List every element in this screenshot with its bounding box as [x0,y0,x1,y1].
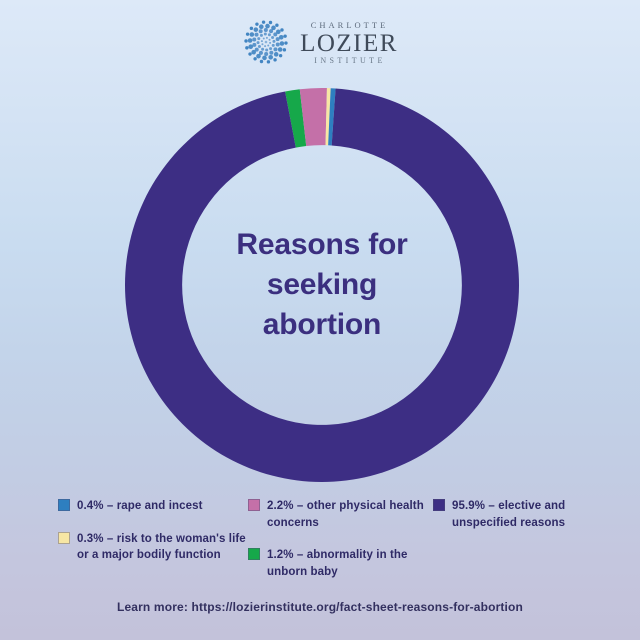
donut-slice [325,88,331,146]
donut-chart: Reasons for seeking abortion [125,88,519,482]
legend-label-other-physical-health: 2.2% – other physical health concerns [267,500,424,529]
legend-swatch-other-physical-health [248,499,260,511]
brand-main-line: LOZIER [300,30,398,58]
legend-swatch-womans-life-risk [58,531,70,544]
legend-item-rape-and-incest: 0.4% – rape and incest [58,498,248,515]
brand-bottom-line: INSTITUTE [314,56,386,66]
donut-slice [125,88,519,482]
legend-swatch-rape-and-incest [58,499,70,511]
legend-label-abnormality-unborn-baby: 1.2% – abnormality in the unborn baby [267,549,408,579]
brand-logo: CHARLOTTE LOZIER INSTITUTE [0,14,640,70]
legend-item-elective-unspecified: 95.9% – elective and unspecified reasons [433,498,588,531]
legend-column-3: 95.9% – elective and unspecified reasons [433,498,588,581]
legend-column-2: 2.2% – other physical health concerns 1.… [248,498,433,581]
legend-column-1: 0.4% – rape and incest 0.3% – risk to th… [58,498,248,581]
legend-swatch-elective-unspecified [433,499,445,511]
legend-label-elective-unspecified: 95.9% – elective and unspecified reasons [452,500,566,529]
brand-top-line: CHARLOTTE [310,19,389,30]
legend-swatch-abnormality-unborn-baby [248,548,260,561]
legend-item-other-physical-health: 2.2% – other physical health concerns [248,498,433,531]
legend-label-womans-life-risk: 0.3% – risk to the woman's life or a maj… [77,532,246,562]
mandala-icon [242,18,290,66]
learn-more-link[interactable]: Learn more: https://lozierinstitute.org/… [116,600,524,614]
donut-slice [285,89,307,148]
donut-slice [299,88,327,147]
chart-legend: 0.4% – rape and incest 0.3% – risk to th… [58,498,588,581]
footer: Learn more: https://lozierinstitute.org/… [0,598,640,616]
legend-label-rape-and-incest: 0.4% – rape and incest [77,500,203,512]
legend-item-womans-life-risk: 0.3% – risk to the woman's life or a maj… [58,531,248,564]
brand-wordmark: CHARLOTTE LOZIER INSTITUTE [298,19,398,66]
legend-item-abnormality-unborn-baby: 1.2% – abnormality in the unborn baby [248,547,433,580]
donut-slice [328,88,336,146]
